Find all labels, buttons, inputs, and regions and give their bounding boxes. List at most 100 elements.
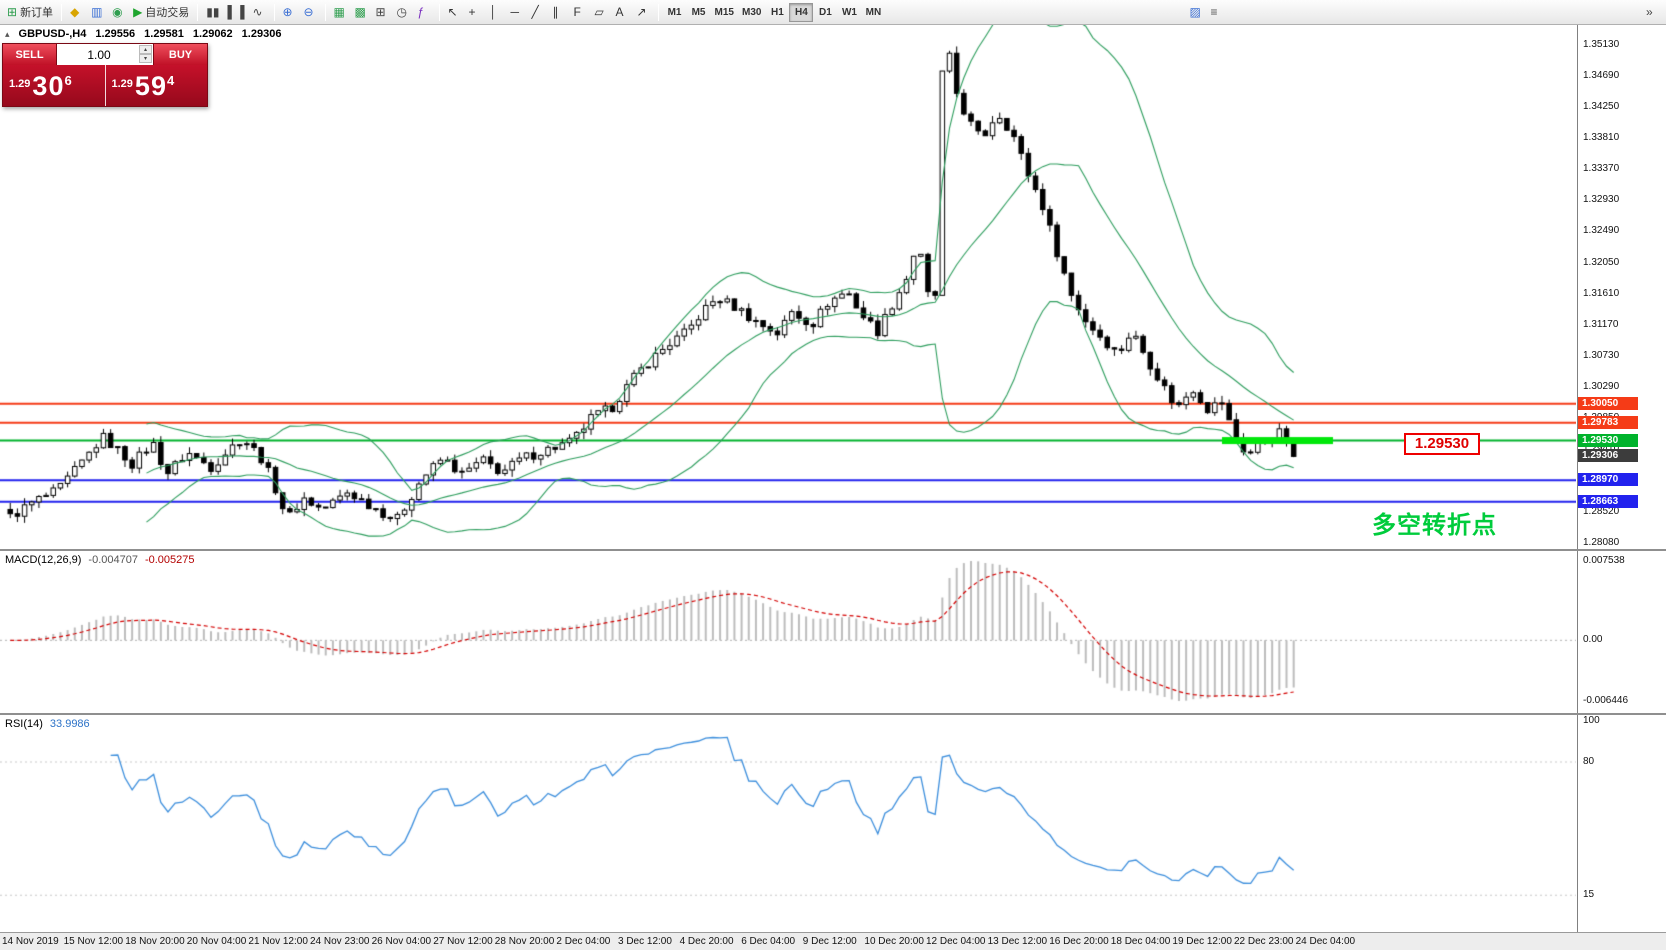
time-axis-label: 28 Nov 20:00 bbox=[494, 936, 555, 947]
one-click-collapse-button[interactable]: ▴ bbox=[5, 28, 10, 39]
tile-windows-button[interactable]: ▦ bbox=[330, 2, 351, 23]
panel-separator[interactable] bbox=[0, 713, 1666, 715]
chart-area: ▴ GBPUSD-,H4 1.29556 1.29581 1.29062 1.2… bbox=[0, 25, 1666, 950]
price-tick-label: 1.30730 bbox=[1583, 349, 1620, 361]
line-1-29783-badge: 1.29783 bbox=[1578, 415, 1638, 429]
cursor-tool-button[interactable]: ↖ bbox=[444, 2, 465, 23]
crosshair-tool-button[interactable]: + bbox=[465, 2, 486, 23]
timeframe-w1-button[interactable]: W1 bbox=[837, 3, 861, 22]
toolbar-more-button[interactable]: ≡ bbox=[1206, 2, 1227, 23]
sell-price-button[interactable]: 1.29306 bbox=[3, 65, 105, 106]
time-axis-label: 24 Nov 23:00 bbox=[310, 936, 370, 947]
timeframe-m30-button[interactable]: M30 bbox=[738, 3, 765, 22]
price-chart-canvas[interactable] bbox=[0, 25, 1576, 549]
timeframe-h4-button[interactable]: H4 bbox=[789, 2, 814, 22]
text-tool-button[interactable]: A bbox=[612, 2, 633, 23]
current-price-badge: 1.29306 bbox=[1578, 449, 1638, 463]
timeframe-mn-button[interactable]: MN bbox=[861, 3, 885, 22]
trendline-tool-button[interactable]: ╱ bbox=[528, 2, 549, 23]
toolbar-overflow-button[interactable]: » bbox=[1642, 2, 1663, 23]
line-1-30050-badge: 1.30050 bbox=[1578, 396, 1638, 410]
zoom-in-button[interactable]: ⊕ bbox=[279, 2, 300, 23]
toolbar-separator bbox=[273, 3, 275, 21]
time-axis-label: 19 Dec 12:00 bbox=[1172, 936, 1232, 947]
channel-tool-button[interactable]: ∥ bbox=[549, 2, 570, 23]
time-axis-label: 12 Dec 04:00 bbox=[926, 936, 986, 947]
time-axis-label: 16 Dec 20:00 bbox=[1049, 936, 1109, 947]
trade-panel-price-row: 1.29306 1.29594 bbox=[3, 65, 207, 106]
fibonacci-tool-button[interactable]: F bbox=[570, 2, 591, 23]
macd-canvas[interactable] bbox=[0, 551, 1576, 713]
horizontal-line-tool-button[interactable]: ─ bbox=[507, 2, 528, 23]
shapes-tool-button[interactable]: ▱ bbox=[591, 2, 612, 23]
vertical-line-tool-icon: │ bbox=[489, 5, 498, 19]
volume-up-button[interactable]: ▴ bbox=[139, 45, 152, 54]
sell-button[interactable]: SELL bbox=[3, 44, 56, 65]
cascade-windows-button[interactable]: ▩ bbox=[351, 2, 372, 23]
navigator-button[interactable]: ◉ bbox=[108, 2, 129, 23]
buy-price-big: 59 bbox=[134, 71, 167, 101]
price-tick-label: 1.29410 bbox=[1583, 443, 1619, 454]
time-axis-label: 3 Dec 12:00 bbox=[618, 936, 672, 947]
timeframe-m1-button[interactable]: M1 bbox=[663, 3, 687, 22]
arrow-tool-button[interactable]: ↗ bbox=[633, 2, 654, 23]
timeframe-m5-button[interactable]: M5 bbox=[687, 3, 711, 22]
new-chart-icon: ⊞ bbox=[375, 5, 386, 19]
bar-chart-button[interactable]: ▮▮ bbox=[202, 2, 223, 23]
market-watch-button[interactable]: ◆ bbox=[66, 2, 87, 23]
line-chart-icon: ∿ bbox=[252, 5, 263, 19]
price-tick-label: 1.32930 bbox=[1583, 194, 1620, 206]
price-tick-label: 1.28520 bbox=[1583, 505, 1620, 517]
toolbar-right-buttons: ▨ ≡ bbox=[1185, 2, 1227, 23]
time-axis[interactable]: 14 Nov 2019 15 Nov 12:00 18 Nov 20:00 20 No… bbox=[0, 932, 1666, 950]
volume-down-button[interactable]: ▾ bbox=[139, 54, 152, 63]
rsi-axis-15: 15 bbox=[1583, 889, 1595, 901]
sell-price-prefix: 1.29 bbox=[9, 78, 31, 90]
zoom-out-button[interactable]: ⊖ bbox=[300, 2, 321, 23]
price-axis[interactable]: 1.35130 1.34690 1.34250 1.33810 1.33370 1.329… bbox=[1577, 25, 1666, 932]
time-axis-label: 2 Dec 04:00 bbox=[556, 936, 611, 947]
macd-axis-zero: 0.00 bbox=[1583, 634, 1603, 646]
indicators-icon: ƒ bbox=[417, 5, 425, 19]
buy-price-sup: 4 bbox=[166, 73, 175, 88]
line-1-28970-badge: 1.28970 bbox=[1578, 473, 1638, 487]
buy-price-button[interactable]: 1.29594 bbox=[104, 65, 207, 106]
macd-main-value: -0.004707 bbox=[88, 554, 138, 566]
indicators-button[interactable]: ƒ bbox=[414, 2, 435, 23]
chart-templates-button[interactable]: ▨ bbox=[1185, 2, 1206, 23]
sell-price-big: 30 bbox=[32, 71, 65, 101]
rsi-value: 33.9986 bbox=[49, 718, 90, 730]
rsi-indicator-label: RSI(14) 33.9986 bbox=[5, 718, 90, 730]
rsi-canvas[interactable] bbox=[0, 715, 1576, 932]
vertical-line-tool-button[interactable]: │ bbox=[486, 2, 507, 23]
timeframe-h1-button[interactable]: H1 bbox=[765, 3, 789, 22]
volume-input[interactable] bbox=[57, 44, 153, 65]
timeframe-d1-button[interactable]: D1 bbox=[813, 3, 837, 22]
autotrading-button[interactable]: ▶ 自动交易 bbox=[129, 2, 193, 23]
data-window-button[interactable]: ▥ bbox=[87, 2, 108, 23]
arrow-tool-icon: ↗ bbox=[636, 5, 647, 19]
price-annotation-label[interactable]: 1.29530 bbox=[1404, 432, 1480, 455]
timeframe-m15-button[interactable]: M15 bbox=[711, 3, 738, 22]
buy-button[interactable]: BUY bbox=[154, 44, 207, 65]
turning-point-text[interactable]: 多空转折点 bbox=[1372, 512, 1497, 539]
new-chart-button[interactable]: ⊞ bbox=[372, 2, 393, 23]
crosshair-tool-icon: + bbox=[468, 5, 476, 19]
candlestick-chart-button[interactable]: ▌▐ bbox=[224, 2, 249, 23]
text-tool-icon: A bbox=[615, 5, 624, 19]
panel-separator[interactable] bbox=[0, 549, 1666, 551]
time-axis-label: 9 Dec 12:00 bbox=[802, 936, 857, 947]
market-watch-icon: ◆ bbox=[70, 5, 80, 19]
macd-name: MACD(12,26,9) bbox=[5, 554, 82, 566]
profiles-button[interactable]: ◷ bbox=[393, 2, 414, 23]
new-order-button[interactable]: ⊞ 新订单 bbox=[3, 2, 57, 23]
line-chart-button[interactable]: ∿ bbox=[249, 2, 270, 23]
macd-axis-min: -0.006446 bbox=[1583, 695, 1629, 706]
shapes-tool-icon: ▱ bbox=[594, 5, 604, 19]
time-axis-label: 24 Dec 04:00 bbox=[1295, 936, 1356, 947]
toolbar-buttons: ⊞ 新订单 ◆ ▥ ◉ ▶ 自动交易 ▮▮ ▌▐ ∿ ⊕ ⊖ ▦ ▩ ⊞ ◷ ƒ ↖ + │ ─ ╱ ∥ F ▱ A ↗ bbox=[3, 2, 654, 23]
toolbar-separator bbox=[197, 3, 199, 21]
price-tick-label: 1.34250 bbox=[1583, 101, 1620, 113]
chart-templates-icon: ▨ bbox=[1189, 5, 1201, 19]
